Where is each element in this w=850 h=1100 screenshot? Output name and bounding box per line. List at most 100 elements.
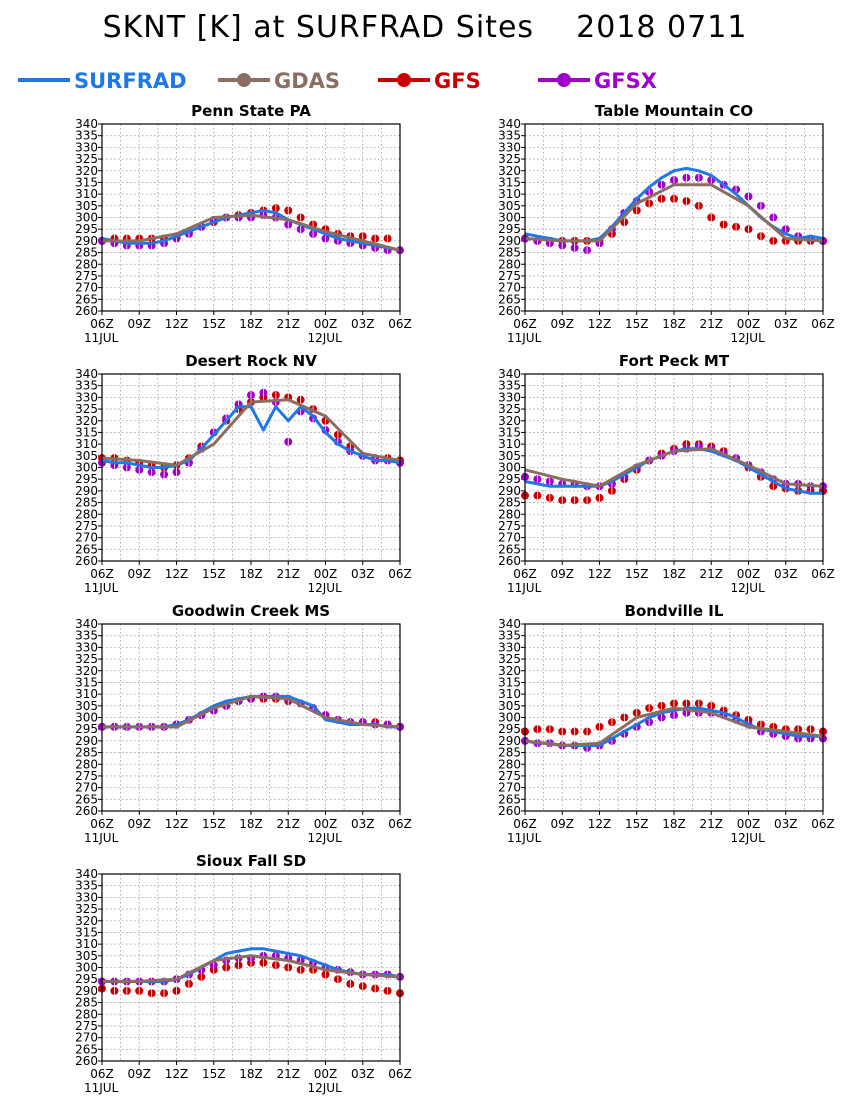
x-tick-label: 15Z [202,567,226,581]
x-tick-label: 21Z [277,817,301,831]
series-line-gdas [102,695,401,729]
x-tick-label: 15Z [625,567,649,581]
x-tick-label: 06Z [90,817,114,831]
x-tick-label: 18Z [239,817,263,831]
series-line-surfrad [101,405,401,469]
chart-title: Table Mountain CO [595,102,753,120]
y-tick-label: 305 [75,449,98,463]
x-tick-label: 09Z [128,817,152,831]
y-tick-label: 260 [75,304,98,318]
x-tick-label: 03Z [351,817,375,831]
y-tick-label: 340 [498,617,521,631]
x-tick-label: 12Z [165,817,189,831]
y-tick-label: 285 [75,496,98,510]
x-tick-label: 06Z [90,1067,114,1081]
x-tick-label: 06Z [513,317,537,331]
chart-title: Desert Rock NV [185,352,317,370]
y-tick-label: 285 [498,246,521,260]
y-tick-label: 275 [75,269,98,283]
y-tick-label: 275 [75,769,98,783]
x-date-label: 12JUL [308,831,343,845]
y-tick-label: 330 [498,140,521,154]
y-tick-label: 315 [75,425,98,439]
legend-item-gfsx: GFSX [538,69,657,93]
x-tick-label: 12Z [588,567,612,581]
x-tick-label: 09Z [551,317,575,331]
series-line-gdas [102,213,401,252]
y-tick-label: 275 [75,1019,98,1033]
y-tick-label: 285 [498,746,521,760]
y-tick-label: 260 [75,804,98,818]
y-tick-label: 290 [75,234,98,248]
series-line-surfrad [101,209,401,252]
chart-title: Penn State PA [191,102,311,120]
y-tick-label: 265 [75,792,98,806]
y-tick-label: 290 [75,984,98,998]
y-tick-label: 270 [75,781,98,795]
x-tick-label: 21Z [700,817,724,831]
y-tick-label: 320 [75,664,98,678]
y-tick-label: 275 [498,769,521,783]
y-tick-label: 300 [75,211,98,225]
y-tick-label: 290 [498,234,521,248]
y-tick-label: 280 [75,257,98,271]
x-tick-label: 03Z [774,317,798,331]
legend-marker [557,73,571,87]
series-gdas [524,706,824,747]
x-tick-label: 18Z [239,567,263,581]
series-line-gdas [524,706,824,747]
y-tick-label: 270 [75,281,98,295]
legend-item-gfs: GFS [378,69,481,93]
y-tick-label: 260 [75,554,98,568]
series-gdas [101,398,401,467]
chart-title: Goodwin Creek MS [172,602,330,620]
y-tick-label: 280 [498,757,521,771]
x-tick-label: 06Z [513,817,537,831]
y-tick-label: 300 [75,961,98,975]
y-tick-label: 325 [75,402,98,416]
y-tick-label: 305 [498,199,521,213]
chart-frame [524,373,824,562]
chart-title: Sioux Fall SD [196,852,306,870]
x-tick-label: 03Z [774,567,798,581]
x-date-label: 12JUL [308,581,343,595]
legend-marker [237,73,251,87]
y-tick-label: 330 [75,640,98,654]
y-tick-label: 330 [75,890,98,904]
y-tick-label: 320 [498,164,521,178]
x-date-label: 12JUL [308,331,343,345]
x-tick-label: 03Z [774,817,798,831]
x-tick-label: 00Z [737,817,761,831]
x-date-label: 11JUL [84,1081,119,1095]
y-tick-label: 340 [498,367,521,381]
x-tick-label: 00Z [314,817,338,831]
chart-frame [101,873,401,1062]
x-tick-label: 18Z [662,817,686,831]
y-tick-label: 335 [498,629,521,643]
series-gfs [98,204,392,245]
x-tick-label: 03Z [351,1067,375,1081]
y-tick-label: 325 [498,402,521,416]
y-tick-label: 295 [498,472,521,486]
page-title: SKNT [K] at SURFRAD Sites 2018 0711 [102,10,748,45]
x-tick-label: 06Z [513,567,537,581]
series-line-gdas [102,954,401,983]
y-tick-label: 310 [498,687,521,701]
chart-panel: Bondville IL2602652702752802852902953003… [498,602,835,845]
y-tick-label: 300 [498,711,521,725]
y-tick-label: 280 [498,257,521,271]
y-tick-label: 280 [75,1007,98,1021]
x-tick-label: 21Z [277,1067,301,1081]
y-tick-label: 330 [498,390,521,404]
y-tick-label: 320 [75,914,98,928]
y-tick-label: 305 [498,449,521,463]
x-tick-label: 15Z [202,1067,226,1081]
x-tick-label: 12Z [588,817,612,831]
legend-label: SURFRAD [74,69,187,93]
y-tick-label: 340 [498,117,521,131]
y-tick-label: 265 [498,292,521,306]
y-tick-label: 335 [498,129,521,143]
y-tick-label: 305 [498,699,521,713]
y-tick-label: 265 [75,292,98,306]
